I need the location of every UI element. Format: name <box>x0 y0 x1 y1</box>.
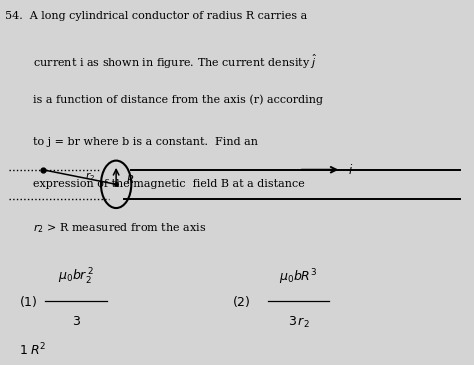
Text: $\mu_0 b r_2^{\,2}$: $\mu_0 b r_2^{\,2}$ <box>58 267 94 287</box>
Text: $1\;R^2$: $1\;R^2$ <box>19 342 46 359</box>
Text: $3\,r_2$: $3\,r_2$ <box>288 315 310 330</box>
Text: $\mu_0 b R^3$: $\mu_0 b R^3$ <box>280 268 318 287</box>
Text: $(2)$: $(2)$ <box>232 293 251 309</box>
Text: $R$: $R$ <box>126 173 134 185</box>
Text: $r_2$: $r_2$ <box>85 170 95 184</box>
Text: 3: 3 <box>72 315 80 328</box>
Text: is a function of distance from the axis (r) according: is a function of distance from the axis … <box>5 95 323 105</box>
Text: current i as shown in figure. The current density $\hat{j}$: current i as shown in figure. The curren… <box>5 53 317 71</box>
Text: $(1)$: $(1)$ <box>19 293 37 309</box>
Text: $i$: $i$ <box>348 163 354 177</box>
Text: 54.  A long cylindrical conductor of radius R carries a: 54. A long cylindrical conductor of radi… <box>5 11 307 21</box>
Text: $r_2$ > R measured from the axis: $r_2$ > R measured from the axis <box>5 221 206 235</box>
Text: expression of the magnetic  field B at a distance: expression of the magnetic field B at a … <box>5 179 304 189</box>
Text: to j = br where b is a constant.  Find an: to j = br where b is a constant. Find an <box>5 137 258 147</box>
